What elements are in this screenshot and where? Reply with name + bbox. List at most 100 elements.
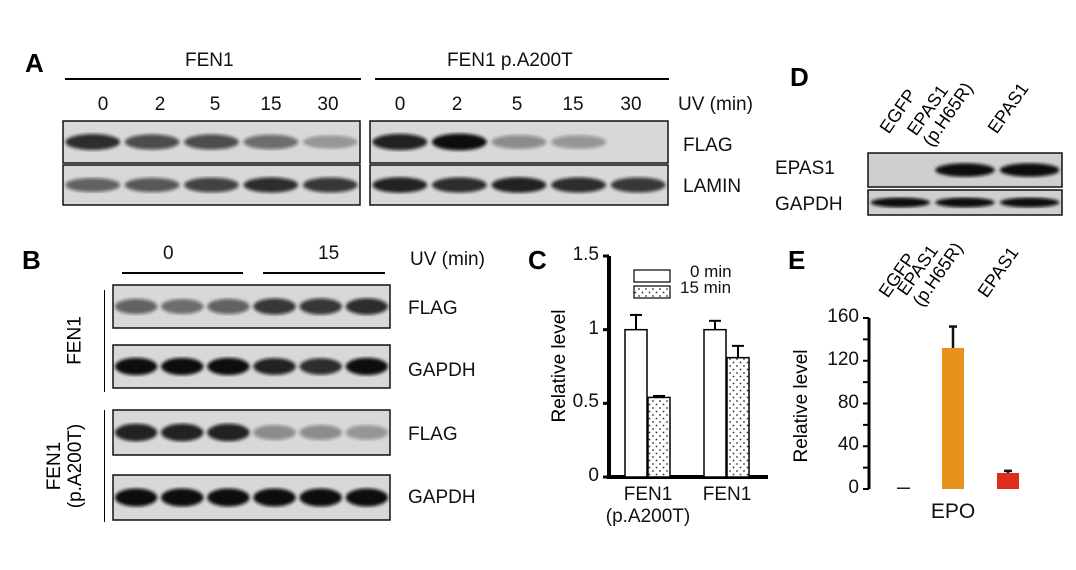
blot-band (184, 134, 239, 150)
blot-band (431, 177, 487, 193)
blot-band (491, 177, 547, 193)
y-tick-label: 160 (827, 306, 859, 327)
lane-label: 0 (394, 94, 406, 115)
blot-band (161, 423, 204, 442)
group-bracket (104, 290, 105, 392)
blot-band (299, 425, 342, 440)
blot-band (870, 197, 931, 208)
blot-gapdh-fen1-a200t (112, 474, 391, 521)
bar (624, 328, 648, 478)
blot-band (161, 488, 204, 507)
blot-band (253, 425, 296, 440)
legend-label: 0 min (690, 262, 732, 281)
blot-band (610, 177, 666, 193)
blot-band (207, 488, 250, 507)
blot-band (253, 298, 296, 315)
bar (703, 328, 727, 478)
time-line (122, 272, 243, 274)
blot-band (114, 357, 158, 376)
lane-label: 5 (209, 94, 221, 115)
blot-gapdh-fen1 (112, 344, 391, 389)
blot-band (207, 298, 250, 315)
blot-band (114, 298, 158, 315)
row-label-flag: FLAG (683, 135, 733, 156)
y-tick-label: 0 (848, 477, 859, 498)
blot-band (243, 177, 299, 193)
time-label-15: 15 (318, 243, 340, 264)
panel-label-c: C (528, 245, 547, 275)
lane-label: 5 (511, 94, 523, 115)
time-line (263, 272, 385, 274)
blot-band (431, 133, 487, 151)
blot-band (345, 488, 389, 507)
group-label-fen1: FEN1 (64, 316, 86, 365)
bar (726, 356, 750, 478)
y-tick-label: 1.5 (572, 244, 599, 265)
lane-label: 0 (97, 94, 109, 115)
blot-band (65, 133, 121, 151)
time-label-0: 0 (163, 243, 174, 264)
blot-band (253, 358, 296, 375)
row-label-flag: FLAG (408, 424, 458, 445)
blot-band (243, 134, 299, 150)
blot-band (372, 177, 428, 193)
bar (942, 347, 964, 489)
blot-band (345, 298, 389, 315)
blot-band (114, 423, 158, 442)
blot-band (302, 135, 358, 149)
y-tick-label: 0 (588, 465, 599, 486)
lane-label: 30 (620, 94, 642, 115)
group-label-fen1-a200t: FEN1 (p.A200T) (44, 423, 86, 509)
blot-band (999, 197, 1060, 208)
row-label-gapdh: GAPDH (408, 487, 476, 508)
blot-band (184, 177, 239, 193)
x-tick-label: FEN1 (702, 484, 752, 505)
group-bracket (104, 410, 105, 522)
blot-band (65, 177, 121, 193)
y-axis-label: Relative level (791, 349, 812, 463)
blot-band (551, 177, 607, 193)
blot-band (345, 425, 389, 440)
blot-band (207, 357, 250, 376)
blot-band (124, 134, 180, 150)
panel-label-a: A (25, 48, 44, 78)
blot-band (299, 358, 342, 375)
panel-label-b: B (22, 245, 41, 275)
blot-band (253, 488, 296, 507)
lane-label: 2 (451, 94, 463, 115)
blot-band (491, 135, 547, 149)
blot-band (372, 133, 428, 151)
row-label-gapdh: GAPDH (775, 194, 843, 215)
y-tick-label: 120 (827, 348, 859, 370)
row-label-flag: FLAG (408, 298, 458, 319)
legend-swatch (633, 285, 671, 299)
lane-label: 30 (317, 94, 339, 115)
blot-band (207, 423, 250, 442)
bar (897, 487, 910, 489)
lane-label: 15 (562, 94, 584, 115)
x-axis-label: EPO (930, 500, 976, 523)
uv-label: UV (min) (678, 94, 753, 115)
bar (997, 472, 1019, 489)
bar (647, 396, 671, 478)
panel-label-d: D (790, 62, 809, 92)
group-line (65, 78, 361, 80)
lane-label: 15 (260, 94, 282, 115)
row-label-lamin: LAMIN (683, 176, 742, 197)
blot-band (935, 163, 995, 177)
blot-band (935, 197, 995, 208)
legend-label: 15 min (680, 278, 732, 297)
blot-band (302, 177, 358, 193)
blot-band (114, 488, 158, 507)
panel-label-e: E (788, 245, 806, 275)
x-tick-label: FEN1 (p.A200T) (605, 484, 691, 527)
legend-swatch (633, 269, 671, 283)
blot-flag-fen1-a200t (112, 409, 391, 456)
group-label-fen1: FEN1 (185, 50, 234, 71)
blot-band (161, 299, 204, 314)
blot-band (999, 163, 1060, 177)
blot-flag-fen1 (112, 284, 391, 329)
blot-band (299, 488, 342, 507)
y-tick-label: 80 (837, 391, 859, 413)
